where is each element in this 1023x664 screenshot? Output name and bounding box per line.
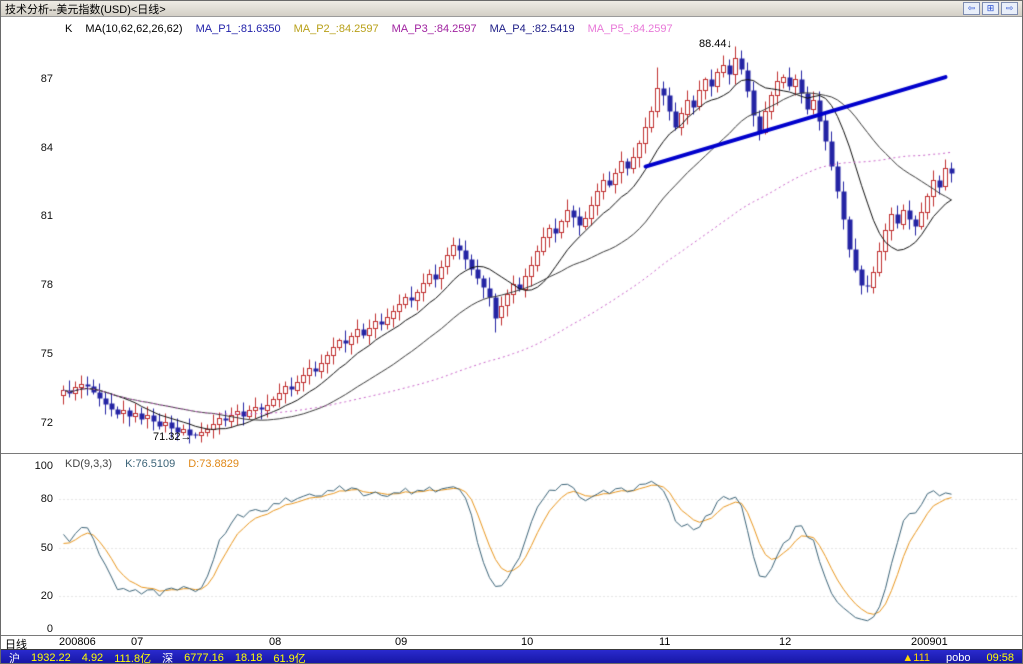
time-axis-label: 11 (659, 636, 671, 648)
status-value: 18.18 (234, 651, 263, 664)
indicator-value: K (65, 23, 73, 35)
status-value: 4.92 (81, 651, 104, 664)
title-bar: 技术分析--美元指数(USD)<日线> ⇦ ⊞ ⇨ (1, 1, 1022, 17)
price-tick-label: 87 (40, 72, 53, 85)
main-price-chart: K MA(10,62,62,26,62) MA_P1_:81.6350 MA_P2_:… (1, 17, 1022, 453)
time-axis-label: 12 (779, 636, 792, 648)
time-axis-label: 10 (521, 636, 534, 648)
indicator-header: K MA(10,62,62,26,62) MA_P1_:81.6350 MA_P2_:… (65, 23, 673, 35)
status-value: 1932.22 (31, 651, 71, 664)
status-value: 61.9亿 (273, 652, 306, 664)
time-axis-label: 08 (269, 636, 282, 648)
time-axis-label: 200901 (911, 636, 948, 648)
status-value: 沪 (9, 652, 20, 664)
price-tick-label: 81 (40, 210, 53, 223)
kd-indicator-value: D:73.8829 (188, 458, 239, 470)
kd-indicator-header: KD(9,3,3) K:76.5109 D:73.8829 (65, 458, 239, 470)
price-annotation: 88.44↓ (699, 37, 733, 50)
status-bar: 沪 1932.22 4.92 111.8亿深 6777.16 18.18 61.9亿 ▲11… (1, 649, 1022, 664)
price-tick-label: 78 (40, 279, 53, 292)
indicator-value: MA_P3_:84.2597 (391, 23, 477, 35)
status-bar-market-values: 沪 1932.22 4.92 111.8亿深 6777.16 18.18 61.9亿 (9, 650, 306, 664)
status-value: 09:58 (986, 651, 1014, 664)
kd-tick-label: 20 (40, 590, 53, 603)
time-axis-label: 07 (131, 636, 144, 648)
time-axis-label: 200806 (59, 636, 96, 648)
status-value: pobo (945, 651, 971, 664)
status-value: ▲111 (902, 651, 930, 664)
indicator-value: MA(10,62,62,26,62) (85, 23, 183, 35)
status-bar-right: ▲111 pobo 09:58 (902, 652, 1014, 664)
price-annotation: 71.32→ (153, 431, 192, 444)
indicator-value: MA_P2_:84.2597 (293, 23, 379, 35)
kd-chart-canvas[interactable] (1, 454, 1022, 634)
kd-tick-label: 80 (40, 492, 53, 505)
prev-page-button[interactable]: ⇦ (963, 2, 980, 15)
time-axis: 日线 200806 07 08 09 10 11 12 200901 (1, 635, 1022, 651)
period-label[interactable]: 日线 (5, 639, 27, 651)
price-tick-label: 84 (40, 141, 53, 154)
kd-indicator-value: K:76.5109 (125, 458, 176, 470)
status-value: 深 (162, 652, 174, 664)
window-buttons: ⇦ ⊞ ⇨ (963, 2, 1018, 15)
price-tick-label: 75 (40, 348, 53, 361)
page-grid-button[interactable]: ⊞ (982, 2, 999, 15)
window-title: 技术分析--美元指数(USD)<日线> (5, 3, 166, 16)
next-page-button[interactable]: ⇨ (1001, 2, 1018, 15)
kd-tick-label: 50 (40, 541, 53, 554)
price-tick-label: 72 (40, 416, 53, 429)
status-value: 6777.16 (184, 651, 224, 664)
kd-tick-label: 0 (46, 623, 53, 635)
indicator-value: MA_P5_:84.2597 (587, 23, 673, 35)
kd-indicator-value: KD(9,3,3) (65, 458, 113, 470)
status-value: 111.8亿 (114, 652, 152, 664)
indicator-value: MA_P4_:82.5419 (489, 23, 575, 35)
kd-indicator-panel: KD(9,3,3) K:76.5109 D:73.8829 100 80 50 20 0 (1, 453, 1022, 635)
indicator-value: MA_P1_:81.6350 (195, 23, 281, 35)
price-chart-canvas[interactable] (1, 17, 1022, 453)
time-axis-label: 09 (395, 636, 408, 648)
kd-tick-label: 100 (34, 460, 53, 472)
